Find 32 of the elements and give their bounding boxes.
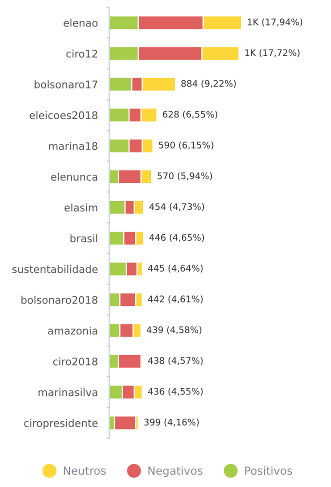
- y-tick-label: marinasilva: [38, 388, 98, 396]
- text: 454 (4,73%): [149, 203, 204, 212]
- text: 590 (6,15%): [158, 141, 214, 150]
- legend-label: Positivos: [245, 466, 292, 475]
- y-tick-label: elasim: [64, 203, 98, 212]
- y-tick-label: elenao: [64, 18, 98, 27]
- y-tick-label: eleicoes2018: [30, 111, 98, 120]
- y-tick-label: bolsonaro2018: [21, 296, 98, 304]
- text: 1K (17,72%): [245, 49, 300, 58]
- text: 570 (5,94%): [158, 172, 212, 180]
- text: 628 (6,55%): [162, 110, 218, 119]
- y-tick-label: amazonia: [48, 326, 98, 335]
- legend-label: Negativos: [148, 466, 202, 477]
- text: 884 (9,22%): [181, 80, 236, 88]
- y-tick-label: ciro12: [66, 50, 98, 58]
- text: 399 (4,16%): [144, 418, 199, 427]
- text: 445 (4,64%): [148, 264, 203, 273]
- legend-label: Neutros: [64, 466, 106, 475]
- y-tick-label: bolsonaro17: [34, 80, 98, 88]
- text: 442 (4,61%): [148, 295, 203, 304]
- text: 1K (17,94%): [248, 18, 302, 26]
- y-tick-label: elenunca: [51, 172, 98, 181]
- text: 446 (4,65%): [149, 234, 204, 242]
- text: 436 (4,55%): [148, 388, 203, 396]
- text: 438 (4,57%): [148, 356, 203, 366]
- y-tick-label: ciropresidente: [24, 418, 98, 430]
- y-tick-label: ciro2018: [53, 357, 98, 366]
- text: 439 (4,58%): [146, 326, 202, 334]
- y-tick-label: brasil: [70, 234, 98, 242]
- y-tick-label: sustentabilidade: [12, 265, 98, 274]
- y-tick-label: marina18: [49, 142, 98, 150]
- bar: [114, 415, 136, 430]
